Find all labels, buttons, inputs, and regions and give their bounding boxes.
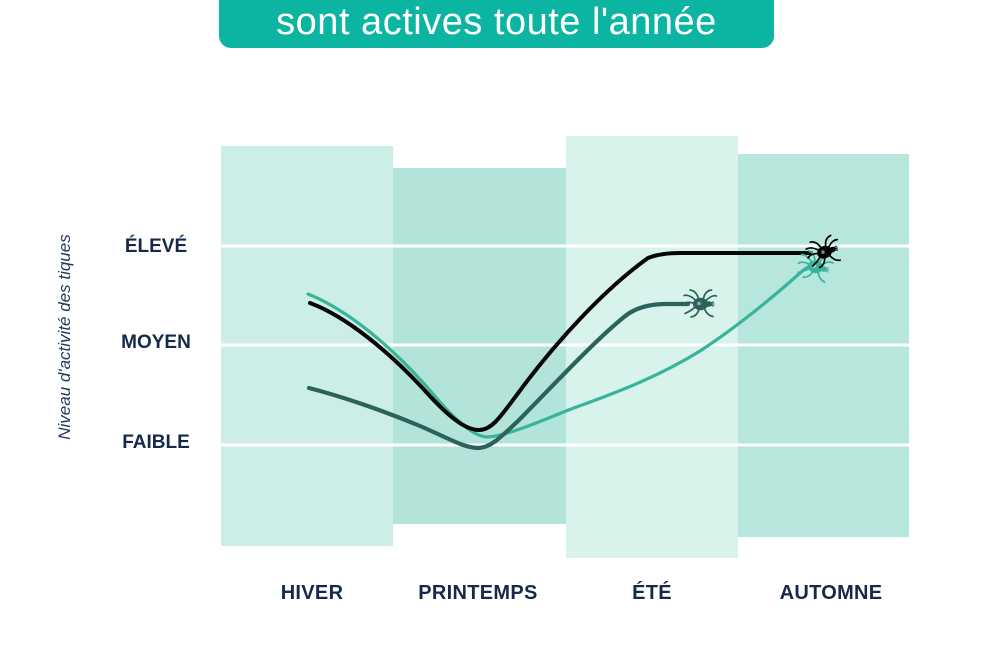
x-label-hiver: HIVER (280, 582, 344, 604)
y-tick-eleve: ÉLEVÉ (124, 236, 188, 257)
x-label-automne: AUTOMNE (779, 582, 883, 604)
activity-curve-dark-teal (306, 301, 691, 451)
season-band-ete (566, 136, 738, 558)
gridlines (221, 244, 909, 447)
x-label-printemps: PRINTEMPS (418, 582, 538, 604)
title-banner: sont actives toute l'année (219, 0, 774, 48)
activity-curve-light-teal (306, 263, 815, 439)
activity-curves (306, 251, 815, 451)
season-bands (221, 136, 909, 558)
y-tick-faible: FAIBLE (122, 432, 190, 453)
y-tick-moyen: MOYEN (121, 332, 191, 353)
title-text: sont actives toute l'année (276, 1, 717, 43)
activity-curve-black (308, 251, 813, 433)
x-label-ete: ÉTÉ (632, 582, 672, 604)
y-axis-title: Niveau d'activité des tiques (55, 234, 74, 440)
